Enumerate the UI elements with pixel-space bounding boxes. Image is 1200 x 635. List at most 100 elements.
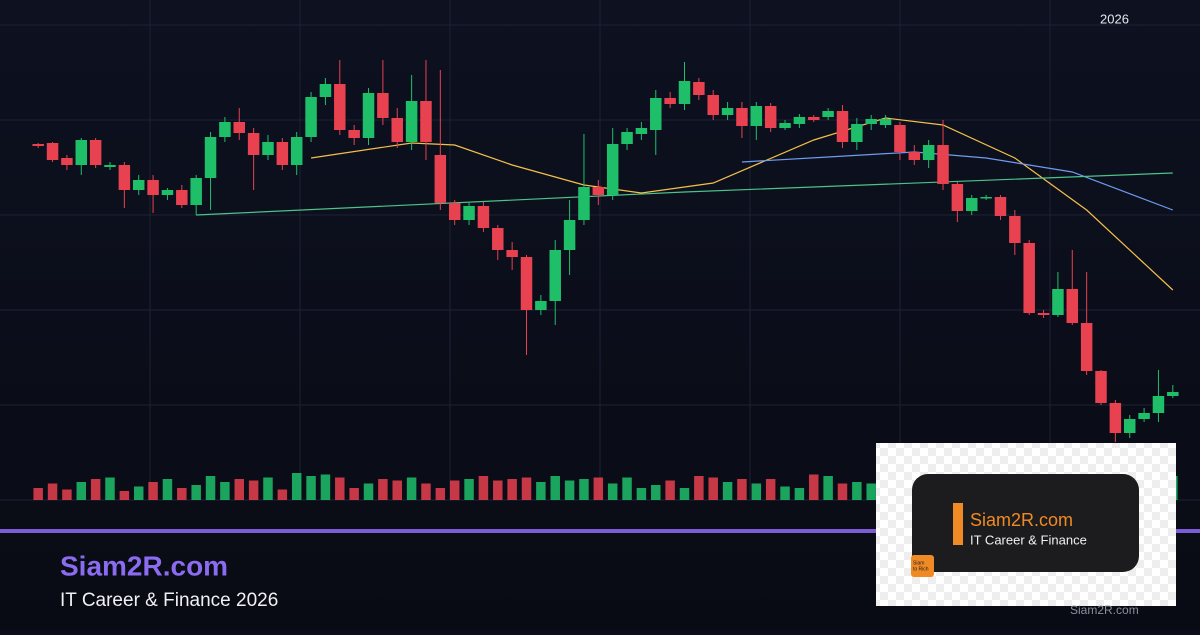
candle-body (951, 184, 964, 211)
volume-bar (435, 488, 446, 500)
annotation: 2026 (1100, 11, 1129, 26)
divider (0, 529, 1200, 533)
candle-body (492, 228, 504, 250)
candle-body (334, 84, 346, 130)
candle-body (262, 142, 274, 155)
volume-bar (406, 477, 417, 500)
candle-body (764, 106, 777, 128)
candle-body (520, 257, 533, 310)
candle-body (793, 117, 806, 124)
volume-bar (550, 476, 560, 500)
candle-body (161, 190, 174, 195)
volume-bar (478, 476, 489, 500)
candle-body (980, 197, 992, 199)
volume-bar (205, 476, 216, 500)
volume-bar (521, 477, 532, 500)
badge-text: Siam (913, 560, 924, 566)
candle-body (305, 97, 317, 137)
volume-bar (809, 474, 819, 500)
candle-body (894, 125, 906, 152)
candle-body (563, 220, 576, 250)
candle-body (276, 142, 289, 165)
watermark: Siam2R.com (1070, 603, 1139, 617)
candle-body (937, 145, 949, 184)
candle-body (549, 250, 561, 301)
volume-bar (234, 479, 244, 500)
candle-body (420, 101, 432, 142)
candle-body (463, 206, 475, 220)
volume-bar (636, 488, 647, 500)
volume-bar (378, 479, 388, 500)
volume-bar (349, 488, 359, 500)
candle-body (32, 144, 44, 146)
volume-bar (177, 488, 187, 500)
volume-bar (363, 483, 374, 500)
candle-body (89, 140, 102, 165)
volume-bar (248, 480, 259, 500)
candle-body (635, 128, 648, 134)
volume-bar (90, 479, 101, 500)
volume-bar (105, 477, 115, 500)
candle-body (147, 180, 159, 195)
candle-body (104, 165, 116, 167)
candle-body (865, 119, 877, 124)
volume-bar (694, 476, 704, 500)
volume-bar (191, 485, 201, 500)
candle-body (1138, 413, 1150, 419)
candle-body (1052, 289, 1064, 315)
volume-bar (335, 477, 345, 500)
candle-body (836, 111, 849, 142)
volume-bar (493, 480, 503, 500)
candle-body (290, 137, 303, 165)
candle-body (606, 144, 619, 195)
candle-body (1009, 216, 1021, 243)
candle-body (808, 117, 820, 120)
candle-body (75, 140, 88, 165)
volume-bar (421, 483, 431, 500)
volume-bar (837, 483, 848, 500)
candle-body (1095, 371, 1107, 403)
volume-bar (133, 486, 144, 500)
logo-subtitle: IT Career & Finance (970, 532, 1087, 547)
volume-bar (737, 479, 747, 500)
candle-body (592, 187, 605, 195)
volume-bar (263, 477, 273, 500)
candle-body (851, 124, 863, 142)
volume-bar (76, 482, 87, 500)
candle-body (176, 190, 188, 205)
logo-title: Siam2R.com (970, 510, 1073, 530)
badge-text: to Rich (913, 566, 929, 572)
moving-average (196, 172, 1173, 216)
volume-bar (780, 486, 790, 500)
candle-body (391, 118, 403, 142)
candle-body (650, 98, 662, 130)
candle-body (477, 206, 490, 228)
candle-body (1167, 392, 1179, 396)
candle-body (233, 122, 246, 133)
volume-bar (47, 483, 58, 500)
volume-bar (679, 488, 690, 500)
candle-body (822, 111, 834, 117)
candle-body (535, 301, 547, 310)
logo-badge (911, 555, 934, 577)
volume-bar (751, 483, 762, 500)
volume-bar (607, 483, 618, 500)
candle-body (621, 132, 633, 144)
candle-body (204, 137, 217, 178)
candle-body (578, 187, 590, 220)
volume-bar (507, 479, 517, 500)
candle-body (405, 101, 418, 142)
candle-body (707, 95, 719, 115)
candle-body (247, 133, 260, 155)
candle-body (908, 152, 921, 160)
volume-bar (593, 477, 604, 500)
candle-body (678, 81, 691, 104)
volume-bar (852, 482, 862, 500)
candle-body (118, 165, 131, 190)
candle-body (377, 93, 389, 118)
volume-bar (564, 480, 575, 500)
logo: Siam2R.com IT Career & Finance Siam to R… (876, 443, 1176, 606)
volume-bar (62, 489, 72, 500)
candle-body (721, 108, 734, 115)
